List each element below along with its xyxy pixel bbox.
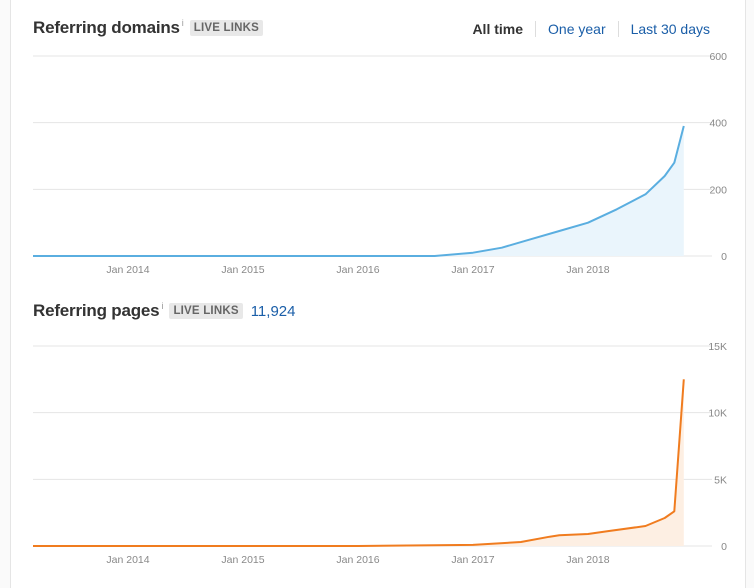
time-range-tabs: All time One year Last 30 days [472, 21, 710, 37]
live-links-badge: LIVE LINKS [169, 303, 243, 319]
y-tick-label: 10K [708, 408, 727, 420]
referring-domains-title: Referring domains [33, 18, 180, 37]
referring-domains-line [33, 125, 685, 257]
y-tick-label: 15K [708, 341, 727, 353]
x-tick-label: Jan 2017 [451, 554, 494, 566]
right-panel-edge [745, 0, 754, 588]
referring-pages-title: Referring pages [33, 301, 160, 320]
x-tick-label: Jan 2015 [221, 554, 264, 566]
x-tick-label: Jan 2017 [451, 264, 494, 276]
tab-last-30-days[interactable]: Last 30 days [630, 21, 710, 37]
referring-pages-count: 11,924 [250, 302, 296, 320]
y-tick-label: 0 [721, 251, 727, 263]
info-icon[interactable]: i [181, 18, 184, 28]
tab-one-year[interactable]: One year [548, 21, 606, 37]
x-tick-label: Jan 2018 [566, 554, 609, 566]
info-icon[interactable]: i [161, 301, 164, 311]
x-tick-label: Jan 2015 [221, 264, 264, 276]
y-tick-label: 5K [714, 474, 727, 486]
referring-pages-area [33, 379, 684, 546]
tab-all-time[interactable]: All time [472, 21, 524, 37]
referring-pages-header: Referring pages i LIVE LINKS 11,924 [33, 301, 295, 321]
referring-domains-header: Referring domains i LIVE LINKS [33, 18, 264, 38]
x-tick-label: Jan 2014 [106, 554, 149, 566]
referring-domains-area [33, 126, 684, 256]
live-links-badge: LIVE LINKS [189, 20, 264, 36]
tab-divider [535, 21, 537, 37]
left-panel-edge [0, 0, 11, 588]
y-tick-label: 200 [709, 184, 727, 196]
x-tick-label: Jan 2016 [336, 554, 379, 566]
referring-domains-chart: 600 400 200 0 Jan 2014 Jan 2015 Jan 2016 Jan 20… [32, 51, 727, 276]
y-tick-label: 400 [709, 118, 727, 130]
x-tick-label: Jan 2016 [336, 264, 379, 276]
y-tick-label: 0 [721, 541, 727, 553]
x-tick-label: Jan 2014 [106, 264, 149, 276]
referring-pages-chart: 15K 10K 5K 0 Jan 2014 Jan 2015 Jan 2016 Jan 201… [32, 341, 727, 566]
referring-pages-line [33, 379, 685, 547]
y-tick-label: 600 [709, 51, 727, 63]
x-tick-label: Jan 2018 [566, 264, 609, 276]
tab-divider [617, 21, 619, 37]
